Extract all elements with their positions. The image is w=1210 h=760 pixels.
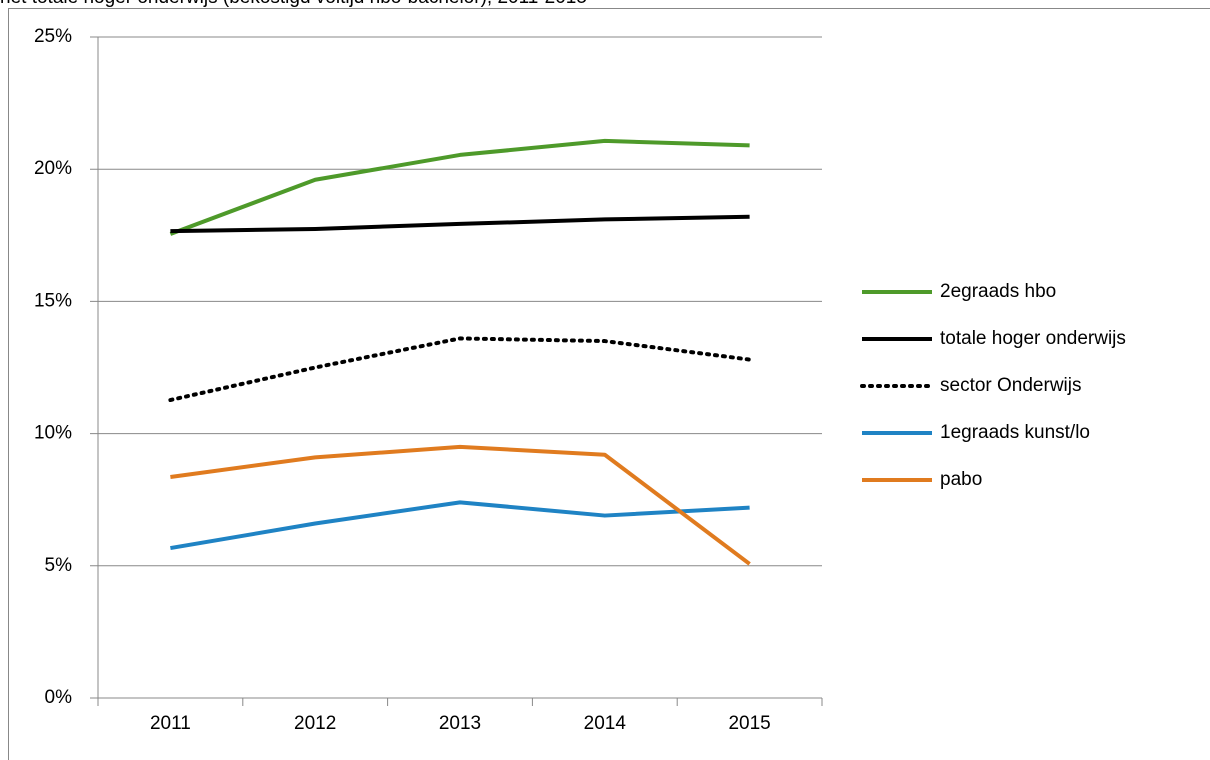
legend-label: 1egraads kunst/lo: [940, 422, 1090, 443]
legend-label: pabo: [940, 469, 982, 490]
legend-label: totale hoger onderwijs: [940, 328, 1126, 349]
x-tick-label: 2011: [150, 713, 191, 734]
y-tick-label: 20%: [34, 158, 72, 179]
chart-frame: [8, 8, 1210, 760]
series-line: [168, 336, 752, 403]
x-tick-label: 2012: [294, 713, 336, 734]
x-tick-label: 2013: [439, 713, 481, 734]
series-line: [170, 500, 750, 551]
y-tick-label: 15%: [34, 290, 72, 311]
y-tick-label: 25%: [34, 26, 72, 47]
series-line: [169, 138, 750, 236]
series-line: [170, 444, 751, 566]
legend-label: 2egraads hbo: [940, 281, 1056, 302]
x-tick-label: 2015: [728, 713, 770, 734]
series-line: [170, 214, 750, 234]
x-tick-label: 2014: [584, 713, 627, 734]
y-tick-label: 10%: [34, 423, 72, 444]
legend-label: sector Onderwijs: [940, 375, 1082, 396]
chart-title: het totale hoger onderwijs (bekostigd vo…: [0, 0, 587, 8]
y-tick-label: 5%: [45, 555, 73, 576]
y-tick-label: 0%: [45, 687, 73, 708]
